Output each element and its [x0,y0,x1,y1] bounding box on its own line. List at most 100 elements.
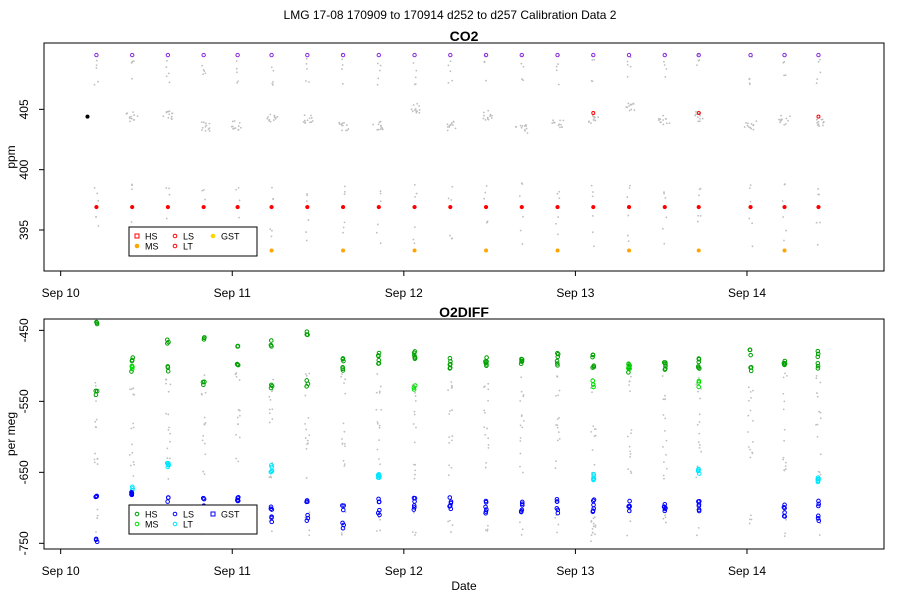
co2-background-point [449,234,451,237]
o2-background-point [268,421,271,424]
o2-background-point [168,426,170,429]
co2-background-point [341,58,344,61]
o2-background-point [413,410,416,413]
o2diff-legend-label: GST [221,510,240,520]
co2-point-hs [519,204,524,210]
o2-point-hs [815,361,821,366]
co2-point-top [340,52,346,58]
co2-background-point [752,128,755,131]
o2-point-hs [376,353,381,359]
co2-background-point [698,194,700,197]
o2-background-point [94,381,97,384]
o2-background-point [93,458,96,461]
co2-background-point [628,105,630,107]
co2-background-point [446,126,449,128]
co2-background-point [168,81,171,84]
o2-background-point [697,441,700,444]
o2-background-point [378,391,381,394]
co2-background-point [590,122,592,125]
o2-point-hs [93,388,99,394]
o2-background-point [414,395,417,397]
co2-background-point [372,123,375,126]
co2-background-point [307,219,310,221]
co2-background-point [410,108,413,111]
o2-background-point [96,508,99,511]
o2-background-point [558,438,561,440]
o2-point-hs [555,350,560,356]
o2-background-point [557,523,560,526]
co2-background-point [415,110,418,112]
co2-x-tick-label: Sep 12 [385,286,423,300]
o2-background-point [519,521,521,524]
co2-background-point [593,115,596,118]
o2-background-point [555,394,557,397]
co2-background-point [271,82,274,85]
co2-point-top [376,52,382,58]
o2-background-point [748,522,751,525]
o2-background-point [340,375,343,378]
co2-background-point [483,197,486,200]
o2-point-ls [341,522,346,528]
o2-background-point [132,387,135,390]
co2-point-hs [591,204,596,210]
co2-background-point [749,83,751,86]
o2-background-point [169,440,171,443]
o2-point-hs [447,355,453,361]
o2-background-point [305,477,308,479]
o2-point-hs [519,356,524,362]
o2-point-hs [340,366,346,372]
o2-background-point [376,422,379,425]
co2-point-hs [748,204,753,210]
o2-point-hs [201,335,207,341]
co2-background-point [661,227,664,230]
o2-point-hs [484,355,489,360]
o2-point-ms [696,384,702,390]
co2-background-point [447,197,450,200]
o2-background-point [132,426,135,429]
co2-background-point [379,190,382,193]
o2-background-point [520,390,523,393]
co2-background-point [345,124,348,126]
co2-background-point [783,183,786,186]
o2-point-ls [305,512,310,518]
co2-background-point [132,111,134,114]
co2-background-point [449,70,452,73]
o2diff-x-tick-label: Sep 14 [728,564,766,578]
o2-background-point [630,429,633,431]
co2-background-point [376,223,379,226]
o2-background-point [203,374,206,377]
o2-background-point [485,462,488,464]
o2diff-legend-label: LS [183,510,194,520]
o2-background-point [307,416,310,419]
o2-background-point [131,451,134,454]
co2-background-point [697,120,700,123]
o2-point-hs [696,365,701,370]
o2-background-point [697,526,700,529]
co2-point-top [782,52,787,58]
co2-background-point [629,184,631,187]
o2-background-point [236,416,239,419]
o2-background-point [268,408,271,411]
co2-background-point [557,233,559,236]
o2-point-ls [447,503,453,509]
co2-background-point [665,216,668,219]
o2-background-point [376,448,379,451]
co2-background-point [95,64,98,67]
o2-background-point [592,517,595,520]
co2-point-lt [696,110,701,115]
o2-background-point [629,520,632,523]
co2-background-point [413,242,416,245]
co2-background-point [696,220,699,223]
o2-point-lt [268,469,274,475]
o2-background-point [661,375,664,377]
o2-background-point [94,426,97,428]
co2-background-point [558,190,561,193]
co2-background-point [486,221,489,224]
co2-background-point [657,119,660,122]
o2-background-point [593,516,596,519]
co2-background-point [449,60,452,63]
co2-background-point [414,195,416,198]
co2-legend-marker [134,233,140,239]
co2-background-point [305,200,308,203]
o2-point-ls [662,506,668,512]
